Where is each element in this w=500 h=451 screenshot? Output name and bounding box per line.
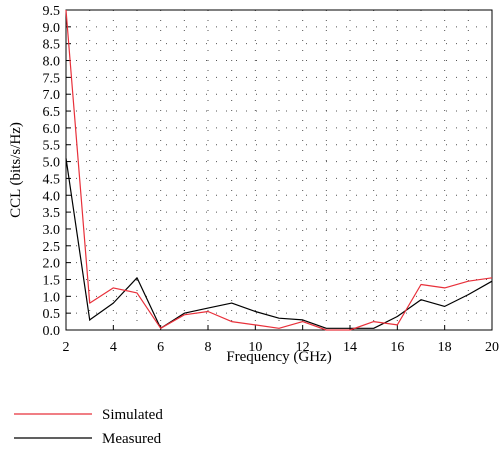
y-tick-label: 3.0 — [43, 223, 61, 238]
x-tick-label: 18 — [438, 340, 452, 355]
series-line-measured — [65, 158, 493, 329]
y-tick-label: 4.0 — [43, 189, 61, 204]
y-tick-label: 5.0 — [43, 156, 61, 171]
y-tick-label: 6.0 — [43, 122, 61, 137]
y-tick-label: 9.5 — [43, 4, 61, 19]
y-tick-label: 3.5 — [43, 206, 61, 221]
axis-ticks: 0.0 0.5 1.0 1.52.0 2.5 3.0 3.5 4.0 4.55.0 5.5 6.0 6… — [43, 4, 500, 355]
y-tick-label: 8.0 — [43, 55, 61, 70]
y-tick-label: 2.0 — [43, 257, 61, 272]
y-tick-label: 0.5 — [43, 307, 61, 322]
x-tick-label: 16 — [390, 340, 404, 355]
x-tick-label: 12 — [296, 340, 310, 355]
x-tick-label: 2 — [63, 340, 70, 355]
x-tick-label: 8 — [205, 340, 212, 355]
y-tick-label: 1.5 — [43, 273, 61, 288]
x-tick-label: 10 — [248, 340, 262, 355]
y-axis-title: CCL (bits/s/Hz) — [8, 122, 24, 218]
x-tick-label: 20 — [485, 340, 499, 355]
y-tick-label: 4.5 — [43, 172, 61, 187]
y-tick-label: 2.5 — [43, 240, 61, 255]
y-tick-label: 6.5 — [43, 105, 61, 120]
grid — [65, 9, 493, 331]
y-tick-label: 7.5 — [43, 71, 61, 86]
y-tick-label: 7.0 — [43, 88, 61, 103]
y-tick-label: 5.5 — [43, 139, 61, 154]
y-tick-label: 8.5 — [43, 38, 61, 53]
legend-label-measured: Measured — [102, 431, 162, 447]
series-lines — [65, 9, 493, 331]
y-tick-label: 9.0 — [43, 21, 61, 36]
x-tick-label: 4 — [110, 340, 117, 355]
legend-label-simulated: Simulated — [102, 407, 163, 423]
x-tick-label: 14 — [343, 340, 357, 355]
y-tick-label: 1.0 — [43, 290, 61, 305]
x-tick-label: 6 — [157, 340, 164, 355]
series-line-simulated — [65, 9, 493, 331]
plot-area — [65, 9, 493, 331]
legend: Simulated Measured — [14, 407, 163, 447]
x-axis-title: Frequency (GHz) — [226, 349, 331, 365]
y-tick-label: 0.0 — [43, 324, 61, 339]
